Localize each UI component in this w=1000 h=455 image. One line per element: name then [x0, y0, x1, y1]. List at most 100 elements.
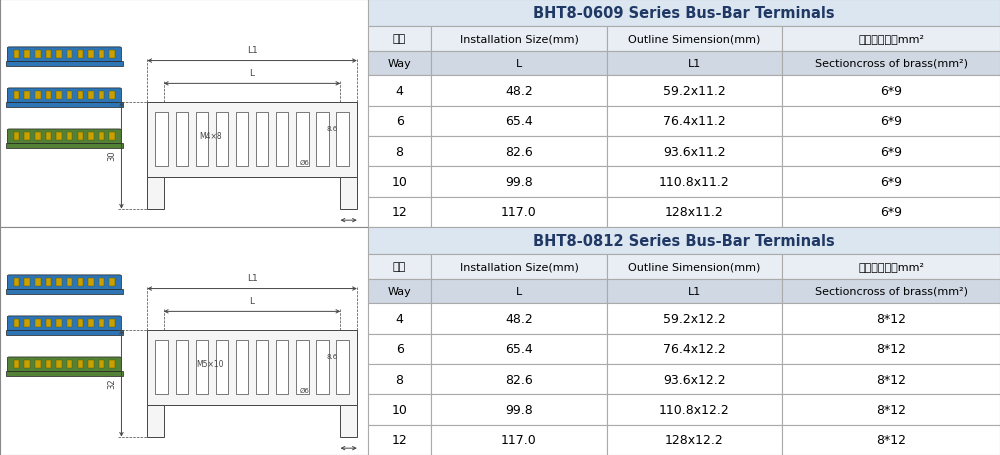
Bar	[256, 340, 268, 394]
Text: 10: 10	[392, 403, 408, 416]
Text: 铜件横截面积mm²: 铜件横截面积mm²	[858, 262, 924, 272]
Bar	[14, 319, 19, 328]
Bar	[56, 133, 62, 141]
Text: 8*12: 8*12	[876, 403, 906, 416]
Bar	[607, 254, 782, 279]
Text: BHT8-0609 Series Bus-Bar Terminals: BHT8-0609 Series Bus-Bar Terminals	[533, 6, 835, 21]
Text: 65.4: 65.4	[505, 115, 533, 128]
Bar	[56, 360, 62, 369]
Text: 12: 12	[392, 433, 407, 446]
Bar	[607, 197, 782, 228]
Bar	[607, 303, 782, 334]
Text: Installation Size(mm): Installation Size(mm)	[460, 34, 578, 44]
Bar	[6, 371, 123, 376]
FancyBboxPatch shape	[7, 357, 121, 372]
Text: 117.0: 117.0	[501, 206, 537, 219]
Bar	[88, 133, 94, 141]
Bar	[24, 360, 30, 369]
Text: BHT8-0812 Series Bus-Bar Terminals: BHT8-0812 Series Bus-Bar Terminals	[533, 233, 835, 248]
Bar	[14, 92, 19, 100]
Text: 6: 6	[396, 343, 404, 355]
Bar	[99, 319, 104, 328]
Bar	[109, 133, 115, 141]
Text: 6*9: 6*9	[880, 115, 902, 128]
Bar	[607, 27, 782, 51]
Bar	[607, 167, 782, 197]
Bar	[368, 394, 431, 425]
Bar	[368, 197, 431, 228]
Bar	[316, 340, 329, 394]
Text: 99.8: 99.8	[505, 176, 533, 188]
Bar	[78, 51, 83, 59]
Bar	[431, 394, 607, 425]
Text: 59.2x12.2: 59.2x12.2	[663, 312, 726, 325]
Bar	[67, 92, 72, 100]
Bar	[99, 360, 104, 369]
Bar	[24, 319, 30, 328]
Bar	[368, 27, 431, 51]
Bar	[88, 51, 94, 59]
Bar	[56, 51, 62, 59]
Bar	[782, 334, 1000, 364]
Text: Sectioncross of brass(mm²): Sectioncross of brass(mm²)	[815, 59, 968, 69]
Text: 82.6: 82.6	[505, 145, 533, 158]
Text: 8: 8	[396, 145, 404, 158]
Bar	[176, 340, 188, 394]
Bar	[88, 278, 94, 287]
Text: L1: L1	[688, 59, 701, 69]
Text: Way: Way	[388, 286, 411, 296]
Bar	[368, 303, 431, 334]
Bar	[431, 425, 607, 455]
Bar	[296, 340, 309, 394]
Bar	[109, 278, 115, 287]
Text: Ø6: Ø6	[300, 159, 309, 166]
Bar	[78, 133, 83, 141]
Text: 6*9: 6*9	[880, 145, 902, 158]
Bar	[782, 167, 1000, 197]
Text: 76.4x12.2: 76.4x12.2	[663, 343, 726, 355]
Bar	[368, 334, 431, 364]
Bar	[6, 143, 123, 148]
Bar	[431, 27, 607, 51]
Bar	[368, 136, 431, 167]
Text: 4: 4	[396, 312, 404, 325]
Text: 6*9: 6*9	[880, 206, 902, 219]
Bar	[368, 0, 1000, 27]
Text: 82.6: 82.6	[505, 373, 533, 386]
Bar	[782, 364, 1000, 394]
Bar	[782, 76, 1000, 106]
Bar	[14, 51, 19, 59]
Bar	[782, 425, 1000, 455]
Text: Outline Simension(mm): Outline Simension(mm)	[628, 34, 761, 44]
Text: 59.2x11.2: 59.2x11.2	[663, 85, 726, 98]
Text: 117.0: 117.0	[501, 433, 537, 446]
Bar	[46, 133, 51, 141]
Bar	[236, 113, 248, 167]
FancyBboxPatch shape	[7, 316, 121, 331]
Bar	[56, 319, 62, 328]
Text: Sectioncross of brass(mm²): Sectioncross of brass(mm²)	[815, 286, 968, 296]
Text: L1: L1	[247, 46, 257, 55]
Bar	[155, 340, 168, 394]
Bar	[431, 364, 607, 394]
Text: Outline Simension(mm): Outline Simension(mm)	[628, 262, 761, 272]
Bar	[24, 278, 30, 287]
Text: 93.6x12.2: 93.6x12.2	[663, 373, 726, 386]
Bar	[368, 228, 1000, 254]
Bar	[368, 76, 431, 106]
Bar	[236, 340, 248, 394]
Bar	[782, 279, 1000, 303]
Text: L1: L1	[688, 286, 701, 296]
Text: 6: 6	[396, 115, 404, 128]
Bar	[78, 278, 83, 287]
Bar	[155, 113, 168, 167]
Text: 8.6: 8.6	[326, 353, 337, 359]
FancyBboxPatch shape	[7, 275, 121, 290]
Text: 128x11.2: 128x11.2	[665, 206, 724, 219]
Text: L: L	[516, 59, 522, 69]
Bar	[782, 51, 1000, 76]
Text: 孔数: 孔数	[393, 262, 406, 272]
Bar	[340, 405, 357, 437]
Bar	[782, 303, 1000, 334]
Bar	[6, 102, 123, 107]
